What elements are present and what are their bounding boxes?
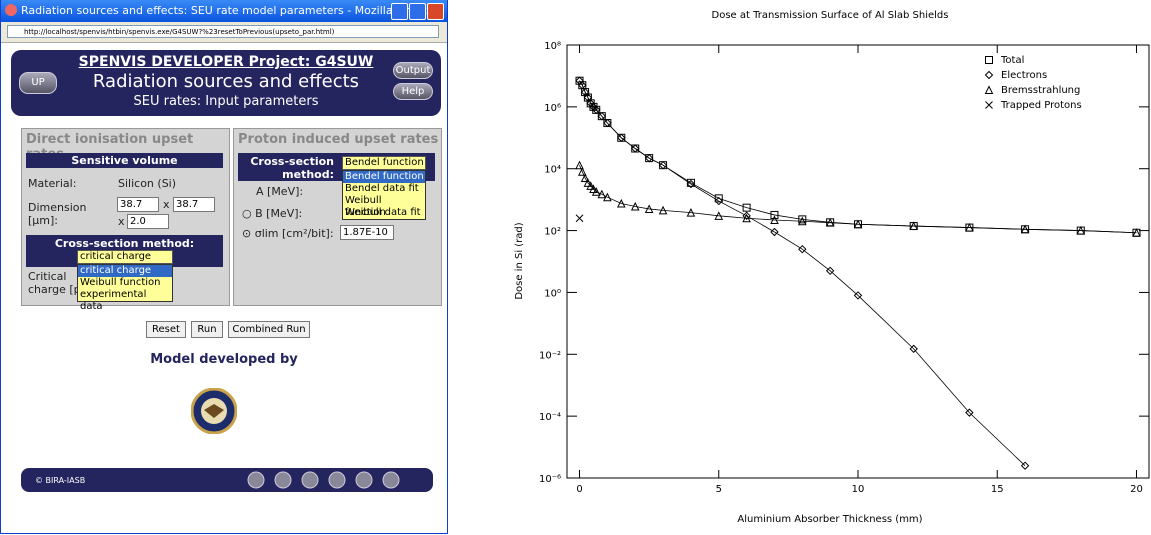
footer-icons bbox=[247, 471, 427, 489]
title-bar: Radiation sources and effects: SEU rate … bbox=[1, 0, 447, 22]
option[interactable]: Bendel function bbox=[343, 171, 425, 183]
y-tick-label: 10⁸ bbox=[544, 41, 561, 52]
model-text: Model developed by bbox=[1, 352, 447, 367]
data-point bbox=[576, 215, 583, 222]
label: Dimension [µm]: bbox=[28, 201, 98, 227]
legend-label: Trapped Protons bbox=[1000, 100, 1082, 111]
chart: Dose at Transmission Surface of Al Slab … bbox=[500, 0, 1151, 535]
legend-marker bbox=[986, 72, 993, 79]
option[interactable]: experimental data bbox=[78, 289, 172, 301]
page: Radiation sources and effects: SEU rate … bbox=[0, 0, 1151, 535]
times: x bbox=[163, 198, 170, 211]
button[interactable]: Combined Run bbox=[228, 321, 310, 338]
section-title: Cross-section method: bbox=[238, 155, 334, 181]
url-field[interactable]: http://localhost/spenvis/htbin/spenvis.e… bbox=[7, 25, 439, 38]
dropdown: Bendel functionBendel data fitWeibull fu… bbox=[342, 170, 426, 220]
project: SPENVIS DEVELOPER Project: G4SUW bbox=[11, 54, 441, 70]
legend-marker bbox=[986, 102, 993, 109]
chart-title: Dose at Transmission Surface of Al Slab … bbox=[712, 10, 949, 21]
y-tick-label: 10⁴ bbox=[544, 165, 561, 176]
label-text: σlim [cm²/bit]: bbox=[255, 227, 334, 240]
label: ⊙ σlim [cm²/bit]: bbox=[242, 227, 334, 240]
legend-marker bbox=[986, 57, 993, 64]
select[interactable]: critical charge bbox=[77, 250, 173, 264]
input[interactable]: 38.7 bbox=[173, 197, 215, 212]
option[interactable]: Weibull function bbox=[78, 277, 172, 289]
label-text: B [MeV]: bbox=[255, 207, 302, 220]
minimize[interactable] bbox=[391, 3, 408, 20]
label: Material: bbox=[28, 177, 76, 190]
help-button[interactable]: Help bbox=[393, 83, 433, 100]
input[interactable]: 2.0 bbox=[127, 214, 169, 229]
close[interactable] bbox=[427, 3, 444, 20]
select[interactable]: Bendel function bbox=[342, 156, 426, 170]
input[interactable]: 1.87E-10 bbox=[340, 225, 394, 240]
y-tick-label: 10² bbox=[544, 227, 561, 238]
option[interactable]: Bendel data fit bbox=[343, 183, 425, 195]
option[interactable]: Weibull function bbox=[343, 195, 425, 207]
legend-label: Total bbox=[1000, 55, 1024, 66]
direct-panel: Direct ionisation upset rates Sensitive … bbox=[21, 128, 230, 306]
legend-marker bbox=[986, 87, 993, 94]
header-title: Radiation sources and effects bbox=[11, 71, 441, 92]
footer: © BIRA-IASB bbox=[21, 468, 433, 492]
section-title: Cross-section method: bbox=[26, 237, 223, 250]
proton-panel: Proton induced upset rates Cross-section… bbox=[233, 128, 442, 306]
series-line bbox=[580, 81, 1026, 466]
x-tick-label: 0 bbox=[576, 484, 582, 495]
input[interactable]: 38.7 bbox=[117, 197, 159, 212]
times: x bbox=[118, 215, 125, 228]
button[interactable]: Run bbox=[191, 321, 223, 338]
y-tick-label: 10⁰ bbox=[544, 288, 561, 299]
legend-label: Electrons bbox=[1001, 70, 1047, 81]
y-axis-label: Dose in Si (rad) bbox=[514, 222, 525, 299]
y-tick-label: 10⁻⁴ bbox=[539, 412, 561, 423]
y-tick-label: 10⁻² bbox=[539, 350, 561, 361]
header: UP SPENVIS DEVELOPER Project: G4SUW Radi… bbox=[11, 50, 441, 116]
maximize[interactable] bbox=[409, 3, 426, 20]
copyright: © BIRA-IASB bbox=[35, 476, 85, 485]
x-tick-label: 5 bbox=[716, 484, 722, 495]
x-tick-label: 20 bbox=[1130, 484, 1143, 495]
browser-window: Radiation sources and effects: SEU rate … bbox=[0, 0, 448, 534]
x-tick-label: 10 bbox=[852, 484, 865, 495]
seal bbox=[191, 388, 237, 434]
label: ○ B [MeV]: bbox=[242, 207, 302, 220]
address-bar: http://localhost/spenvis/htbin/spenvis.e… bbox=[1, 22, 447, 43]
series-line bbox=[580, 165, 1137, 233]
option[interactable]: Weibull data fit bbox=[343, 207, 425, 219]
header-subtitle: SEU rates: Input parameters bbox=[11, 94, 441, 109]
window-title: Radiation sources and effects: SEU rate … bbox=[21, 4, 433, 17]
option[interactable]: critical charge bbox=[78, 265, 172, 277]
section-title: Sensitive volume bbox=[26, 153, 223, 168]
label: A [MeV]: bbox=[256, 185, 303, 198]
y-tick-label: 10⁶ bbox=[544, 103, 561, 114]
output-button[interactable]: Output bbox=[393, 62, 433, 79]
legend-label: Bremsstrahlung bbox=[1001, 85, 1080, 96]
x-axis-label: Aluminium Absorber Thickness (mm) bbox=[737, 514, 922, 525]
app-icon bbox=[5, 4, 17, 16]
x-tick-label: 15 bbox=[991, 484, 1004, 495]
value: Silicon (Si) bbox=[118, 177, 176, 190]
y-tick-label: 10⁻⁶ bbox=[539, 474, 561, 485]
panel-title: Proton induced upset rates bbox=[238, 132, 438, 147]
button[interactable]: Reset bbox=[146, 321, 186, 338]
